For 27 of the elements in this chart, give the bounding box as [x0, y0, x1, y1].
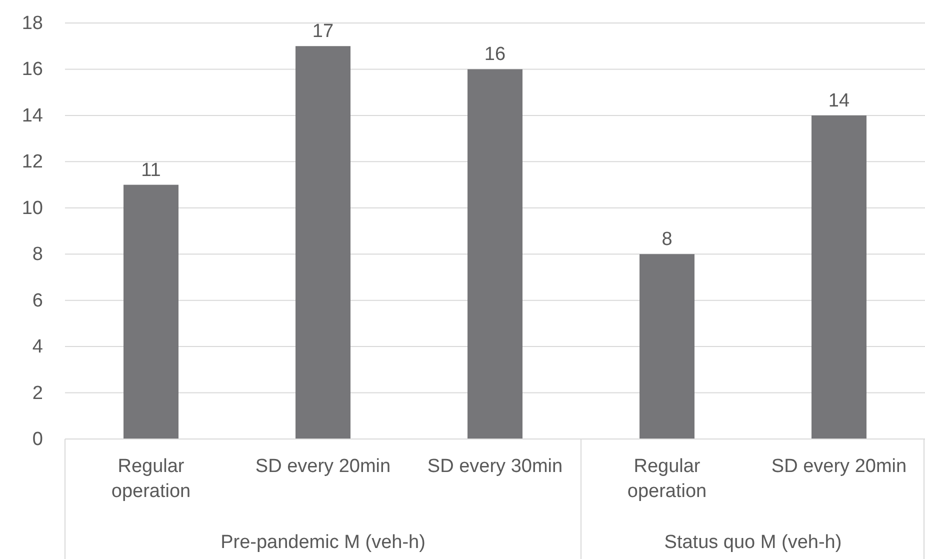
y-tick-label: 2	[32, 382, 43, 404]
y-tick-label: 16	[22, 59, 43, 80]
bar	[124, 184, 178, 439]
bar	[640, 254, 694, 439]
x-tick-label: SD every 20min	[255, 456, 391, 477]
text: Pre-pandemic M (veh-h)	[220, 532, 426, 553]
x-tick-label: SD every 30min	[427, 456, 563, 477]
y-tick-label: 4	[32, 336, 44, 358]
y-tick-label: 10	[22, 198, 43, 219]
y-tick-label: 6	[32, 290, 43, 312]
data-label: 17	[312, 21, 334, 42]
y-tick-label: 8	[32, 244, 43, 266]
y-tick-label: 12	[22, 152, 43, 173]
bar	[812, 115, 866, 439]
data-label: 16	[484, 44, 506, 66]
text: Status quo M (veh-h)	[664, 532, 842, 553]
x-tick-label: SD every 20min	[771, 456, 907, 477]
y-tick-label: 0	[32, 429, 43, 450]
data-label: 14	[828, 90, 850, 112]
y-tick-label: 18	[22, 13, 43, 34]
bar	[468, 69, 522, 439]
data-label: 8	[662, 229, 672, 250]
x-tick-label: Regular operation	[111, 456, 191, 502]
data-label: 11	[141, 160, 161, 181]
y-tick-label: 14	[22, 105, 44, 126]
bar	[296, 46, 350, 439]
x-tick-label: Regular operation	[627, 456, 707, 502]
